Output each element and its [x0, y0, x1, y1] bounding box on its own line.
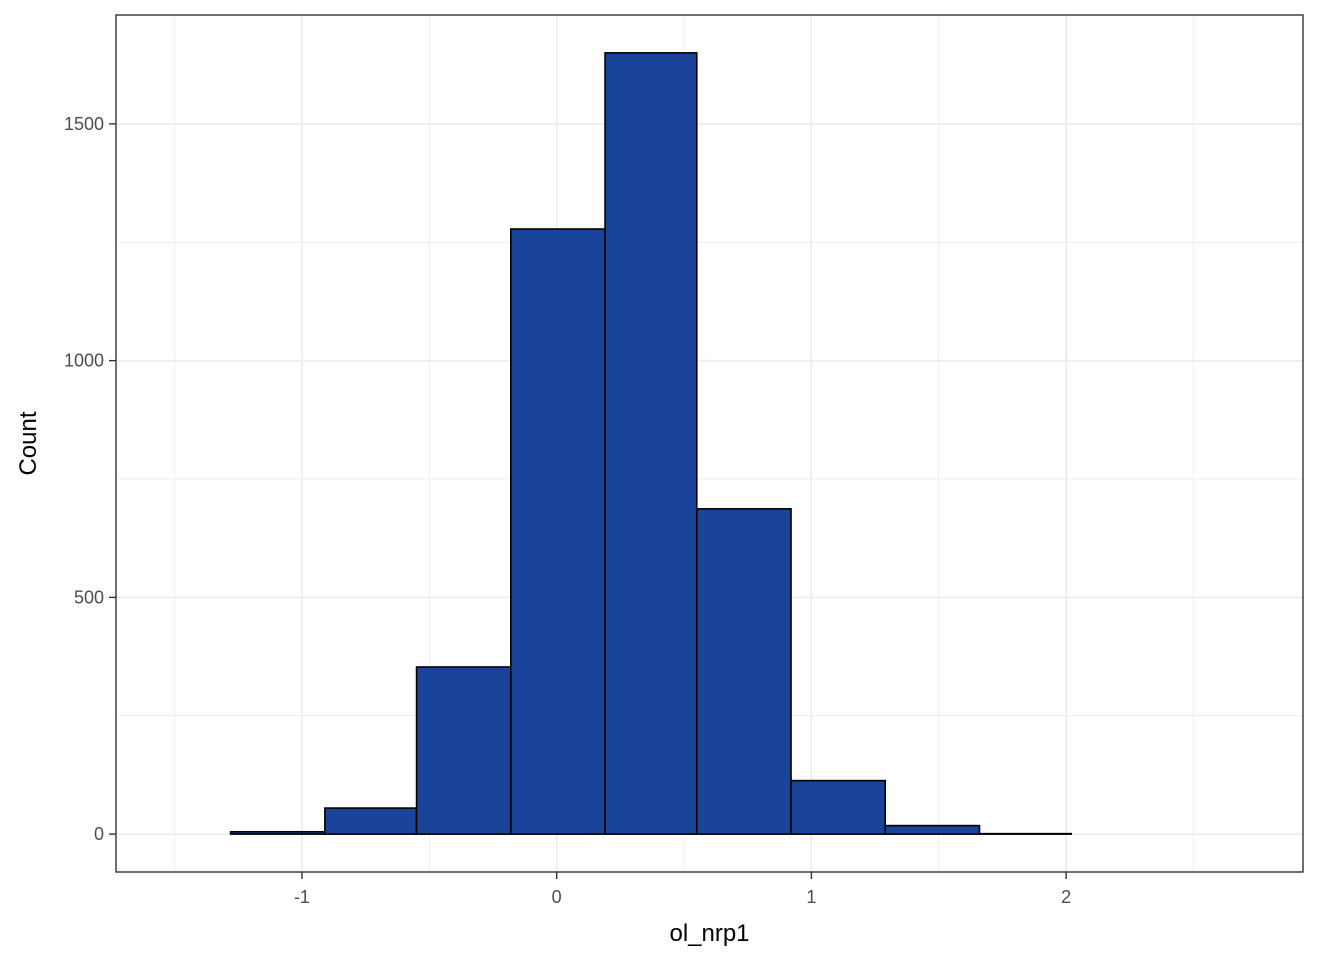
histogram-bar	[324, 807, 418, 835]
histogram-bar	[229, 830, 326, 835]
y-axis-title: Count	[15, 411, 42, 475]
y-tick-label: 0	[94, 824, 104, 844]
y-tick-label: 500	[74, 587, 104, 607]
x-tick-label: 1	[806, 887, 816, 907]
x-tick-label: -1	[294, 887, 310, 907]
x-axis: -1 0 1 2	[294, 872, 1071, 907]
x-tick-label: 0	[552, 887, 562, 907]
histogram-bar	[415, 666, 512, 835]
histogram-bar	[884, 824, 981, 835]
x-tick-label: 2	[1061, 887, 1071, 907]
plot-panel-border	[115, 14, 1304, 873]
histogram-bar	[790, 779, 887, 835]
x-axis-title: ol_nrp1	[669, 920, 749, 947]
y-tick-label: 1000	[64, 351, 104, 371]
y-axis: 0 500 1000 1500	[64, 114, 116, 844]
histogram-bar	[604, 52, 698, 835]
y-tick-label: 1500	[64, 114, 104, 134]
histogram-bars	[229, 52, 1073, 835]
histogram-bar	[695, 508, 792, 835]
histogram-bar	[510, 228, 606, 835]
